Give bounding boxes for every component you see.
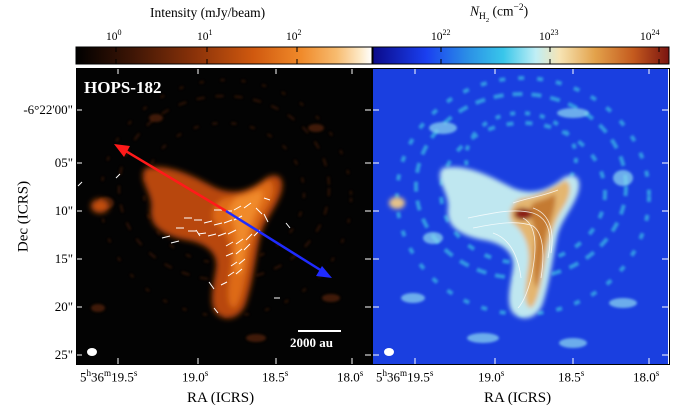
y-tick-label-2: 10" xyxy=(54,203,73,218)
y-tick-label-1: 05" xyxy=(54,155,73,170)
blue-arrowhead xyxy=(316,266,332,278)
x-right-axis-title: RA (ICRS) xyxy=(484,390,552,406)
red-outflow-arrow xyxy=(123,148,227,213)
left-cb-tick-2: 102 xyxy=(286,28,302,43)
column-density-map xyxy=(373,68,668,364)
colorbar-ticks xyxy=(115,47,660,64)
x-left-tick-label-2: 18.5s xyxy=(262,368,289,385)
column-density-map-panel xyxy=(373,68,668,364)
x-left-axis-title: RA (ICRS) xyxy=(187,390,255,406)
source-label: HOPS-182 xyxy=(84,78,162,97)
blue-outflow-arrow xyxy=(225,209,323,273)
x-left-tick-label-0: 5h36m19.5s xyxy=(80,368,138,385)
right-colorbar-title: NH2 (cm−2) xyxy=(470,3,529,25)
right-cb-tick-1: 1023 xyxy=(539,28,559,43)
intensity-map xyxy=(76,68,371,364)
x-left-tick-label-1: 19.0s xyxy=(182,368,209,385)
intensity-map-panel: HOPS-182 2000 au xyxy=(76,68,371,364)
colorbars xyxy=(75,46,670,65)
x-right-tick-label-0: 5h36m19.5s xyxy=(376,368,434,385)
x-right-tick-label-1: 19.0s xyxy=(478,368,505,385)
left-colorbar xyxy=(75,46,373,65)
right-cb-tick-0: 1022 xyxy=(431,28,451,43)
beam-ellipse xyxy=(87,348,97,356)
scale-bar-label: 2000 au xyxy=(290,335,333,350)
y-axis-title: Dec (ICRS) xyxy=(15,180,32,253)
right-colorbar xyxy=(372,46,670,65)
beam-ellipse-right xyxy=(384,348,394,356)
field-streamlines xyxy=(467,189,559,309)
right-cb-tick-2: 1024 xyxy=(640,28,660,43)
left-cb-tick-0: 100 xyxy=(106,28,122,43)
y-tick-label-5: 25" xyxy=(54,347,73,362)
y-tick-label-4: 20" xyxy=(54,299,73,314)
right-panel-ticks xyxy=(373,68,668,364)
left-colorbar-title: Intensity (mJy/beam) xyxy=(150,5,266,20)
x-right-tick-label-3: 18.0s xyxy=(633,368,660,385)
x-left-tick-label-3: 18.0s xyxy=(337,368,364,385)
left-cb-tick-1: 101 xyxy=(197,28,213,43)
outflow-arrows xyxy=(114,144,332,278)
red-arrowhead xyxy=(114,144,130,157)
x-right-tick-label-2: 18.5s xyxy=(558,368,585,385)
y-tick-label-0: -6°22'00" xyxy=(23,102,73,117)
left-panel-ticks xyxy=(76,68,371,364)
y-tick-label-3: 15" xyxy=(54,251,73,266)
